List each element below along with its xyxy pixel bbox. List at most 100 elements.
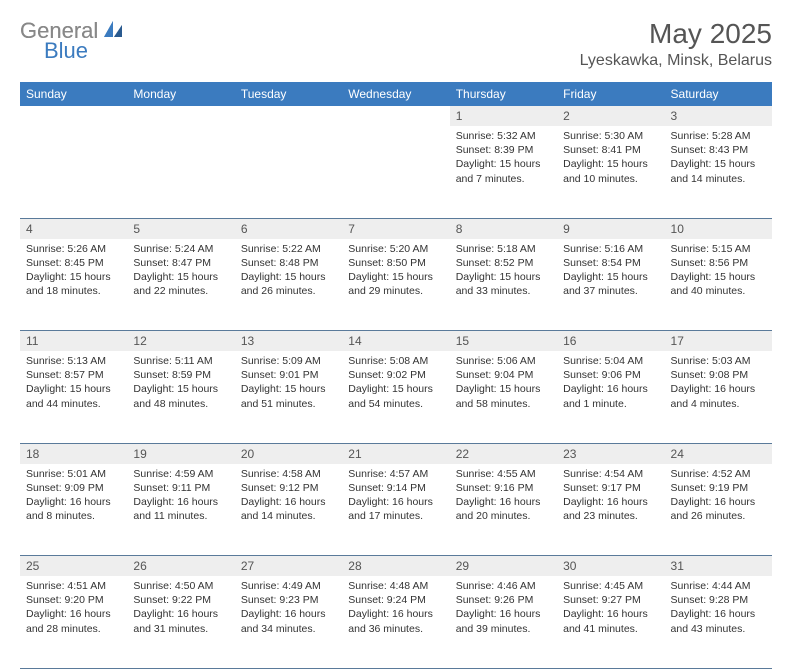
sunrise-line: Sunrise: 4:58 AM bbox=[241, 467, 336, 481]
day-cell: Sunrise: 5:28 AMSunset: 8:43 PMDaylight:… bbox=[665, 126, 772, 218]
daylight-line: Daylight: 16 hours and 20 minutes. bbox=[456, 495, 551, 523]
sunset-line: Sunset: 8:56 PM bbox=[671, 256, 766, 270]
day-cell-content: Sunrise: 5:09 AMSunset: 9:01 PMDaylight:… bbox=[235, 351, 342, 417]
weekday-header: Sunday bbox=[20, 82, 127, 106]
day-cell: Sunrise: 4:52 AMSunset: 9:19 PMDaylight:… bbox=[665, 464, 772, 556]
month-title: May 2025 bbox=[580, 18, 772, 50]
weekday-header: Thursday bbox=[450, 82, 557, 106]
day-cell bbox=[127, 126, 234, 218]
day-cell: Sunrise: 5:08 AMSunset: 9:02 PMDaylight:… bbox=[342, 351, 449, 443]
day-cell: Sunrise: 5:13 AMSunset: 8:57 PMDaylight:… bbox=[20, 351, 127, 443]
sunrise-line: Sunrise: 5:13 AM bbox=[26, 354, 121, 368]
day-cell: Sunrise: 4:44 AMSunset: 9:28 PMDaylight:… bbox=[665, 576, 772, 668]
day-cell bbox=[342, 126, 449, 218]
sunrise-line: Sunrise: 5:06 AM bbox=[456, 354, 551, 368]
calendar-table: Sunday Monday Tuesday Wednesday Thursday… bbox=[20, 82, 772, 669]
sunrise-line: Sunrise: 5:15 AM bbox=[671, 242, 766, 256]
day-cell bbox=[235, 126, 342, 218]
logo-text-blue: Blue bbox=[44, 38, 88, 64]
sunset-line: Sunset: 9:16 PM bbox=[456, 481, 551, 495]
sunset-line: Sunset: 8:43 PM bbox=[671, 143, 766, 157]
daylight-line: Daylight: 16 hours and 4 minutes. bbox=[671, 382, 766, 410]
daylight-line: Daylight: 15 hours and 29 minutes. bbox=[348, 270, 443, 298]
sunrise-line: Sunrise: 4:46 AM bbox=[456, 579, 551, 593]
sunset-line: Sunset: 9:01 PM bbox=[241, 368, 336, 382]
day-number-cell bbox=[235, 106, 342, 126]
day-cell-content: Sunrise: 4:51 AMSunset: 9:20 PMDaylight:… bbox=[20, 576, 127, 642]
sunrise-line: Sunrise: 5:11 AM bbox=[133, 354, 228, 368]
daylight-line: Daylight: 15 hours and 48 minutes. bbox=[133, 382, 228, 410]
day-cell: Sunrise: 4:48 AMSunset: 9:24 PMDaylight:… bbox=[342, 576, 449, 668]
sunrise-line: Sunrise: 4:52 AM bbox=[671, 467, 766, 481]
sunset-line: Sunset: 9:06 PM bbox=[563, 368, 658, 382]
weekday-header: Friday bbox=[557, 82, 664, 106]
daylight-line: Daylight: 15 hours and 58 minutes. bbox=[456, 382, 551, 410]
day-cell-content: Sunrise: 5:11 AMSunset: 8:59 PMDaylight:… bbox=[127, 351, 234, 417]
daylight-line: Daylight: 15 hours and 10 minutes. bbox=[563, 157, 658, 185]
daylight-line: Daylight: 15 hours and 18 minutes. bbox=[26, 270, 121, 298]
day-number-cell bbox=[20, 106, 127, 126]
day-cell: Sunrise: 5:30 AMSunset: 8:41 PMDaylight:… bbox=[557, 126, 664, 218]
week-row: Sunrise: 5:01 AMSunset: 9:09 PMDaylight:… bbox=[20, 464, 772, 556]
daylight-line: Daylight: 16 hours and 8 minutes. bbox=[26, 495, 121, 523]
day-cell-content: Sunrise: 4:45 AMSunset: 9:27 PMDaylight:… bbox=[557, 576, 664, 642]
day-cell: Sunrise: 4:45 AMSunset: 9:27 PMDaylight:… bbox=[557, 576, 664, 668]
sunrise-line: Sunrise: 5:08 AM bbox=[348, 354, 443, 368]
day-number-cell: 24 bbox=[665, 443, 772, 464]
day-cell: Sunrise: 5:18 AMSunset: 8:52 PMDaylight:… bbox=[450, 239, 557, 331]
sunrise-line: Sunrise: 5:22 AM bbox=[241, 242, 336, 256]
day-cell: Sunrise: 5:04 AMSunset: 9:06 PMDaylight:… bbox=[557, 351, 664, 443]
sunset-line: Sunset: 8:59 PM bbox=[133, 368, 228, 382]
daynum-row: 45678910 bbox=[20, 218, 772, 239]
daylight-line: Daylight: 15 hours and 44 minutes. bbox=[26, 382, 121, 410]
day-cell-content: Sunrise: 4:57 AMSunset: 9:14 PMDaylight:… bbox=[342, 464, 449, 530]
day-cell-content: Sunrise: 5:26 AMSunset: 8:45 PMDaylight:… bbox=[20, 239, 127, 305]
weekday-header: Tuesday bbox=[235, 82, 342, 106]
day-cell-content: Sunrise: 5:32 AMSunset: 8:39 PMDaylight:… bbox=[450, 126, 557, 192]
day-cell: Sunrise: 5:22 AMSunset: 8:48 PMDaylight:… bbox=[235, 239, 342, 331]
sunset-line: Sunset: 9:02 PM bbox=[348, 368, 443, 382]
sunset-line: Sunset: 9:26 PM bbox=[456, 593, 551, 607]
day-number-cell bbox=[127, 106, 234, 126]
day-number-cell: 8 bbox=[450, 218, 557, 239]
week-row: Sunrise: 5:32 AMSunset: 8:39 PMDaylight:… bbox=[20, 126, 772, 218]
sunrise-line: Sunrise: 4:59 AM bbox=[133, 467, 228, 481]
daylight-line: Daylight: 15 hours and 37 minutes. bbox=[563, 270, 658, 298]
day-number-cell: 17 bbox=[665, 331, 772, 352]
day-cell-content: Sunrise: 4:46 AMSunset: 9:26 PMDaylight:… bbox=[450, 576, 557, 642]
daylight-line: Daylight: 16 hours and 26 minutes. bbox=[671, 495, 766, 523]
sunset-line: Sunset: 8:48 PM bbox=[241, 256, 336, 270]
day-cell: Sunrise: 5:26 AMSunset: 8:45 PMDaylight:… bbox=[20, 239, 127, 331]
day-number-cell: 29 bbox=[450, 556, 557, 577]
day-number-cell: 2 bbox=[557, 106, 664, 126]
day-cell: Sunrise: 4:51 AMSunset: 9:20 PMDaylight:… bbox=[20, 576, 127, 668]
header: General May 2025 Lyeskawka, Minsk, Belar… bbox=[20, 18, 772, 70]
sunrise-line: Sunrise: 4:51 AM bbox=[26, 579, 121, 593]
day-cell-content: Sunrise: 5:20 AMSunset: 8:50 PMDaylight:… bbox=[342, 239, 449, 305]
day-cell-content: Sunrise: 4:52 AMSunset: 9:19 PMDaylight:… bbox=[665, 464, 772, 530]
daylight-line: Daylight: 16 hours and 14 minutes. bbox=[241, 495, 336, 523]
day-cell-content: Sunrise: 4:50 AMSunset: 9:22 PMDaylight:… bbox=[127, 576, 234, 642]
day-cell-content: Sunrise: 5:04 AMSunset: 9:06 PMDaylight:… bbox=[557, 351, 664, 417]
daylight-line: Daylight: 15 hours and 40 minutes. bbox=[671, 270, 766, 298]
daylight-line: Daylight: 16 hours and 23 minutes. bbox=[563, 495, 658, 523]
week-row: Sunrise: 4:51 AMSunset: 9:20 PMDaylight:… bbox=[20, 576, 772, 668]
day-cell: Sunrise: 4:46 AMSunset: 9:26 PMDaylight:… bbox=[450, 576, 557, 668]
sunset-line: Sunset: 9:20 PM bbox=[26, 593, 121, 607]
day-cell-content: Sunrise: 5:22 AMSunset: 8:48 PMDaylight:… bbox=[235, 239, 342, 305]
day-number-cell: 3 bbox=[665, 106, 772, 126]
day-number-cell: 26 bbox=[127, 556, 234, 577]
sunrise-line: Sunrise: 5:01 AM bbox=[26, 467, 121, 481]
sunset-line: Sunset: 9:27 PM bbox=[563, 593, 658, 607]
day-cell: Sunrise: 5:15 AMSunset: 8:56 PMDaylight:… bbox=[665, 239, 772, 331]
day-cell-content: Sunrise: 5:16 AMSunset: 8:54 PMDaylight:… bbox=[557, 239, 664, 305]
daylight-line: Daylight: 15 hours and 33 minutes. bbox=[456, 270, 551, 298]
sunset-line: Sunset: 8:57 PM bbox=[26, 368, 121, 382]
day-cell: Sunrise: 5:32 AMSunset: 8:39 PMDaylight:… bbox=[450, 126, 557, 218]
sunset-line: Sunset: 9:22 PM bbox=[133, 593, 228, 607]
day-cell: Sunrise: 5:24 AMSunset: 8:47 PMDaylight:… bbox=[127, 239, 234, 331]
day-number-cell: 1 bbox=[450, 106, 557, 126]
daynum-row: 18192021222324 bbox=[20, 443, 772, 464]
daynum-row: 11121314151617 bbox=[20, 331, 772, 352]
daylight-line: Daylight: 15 hours and 51 minutes. bbox=[241, 382, 336, 410]
